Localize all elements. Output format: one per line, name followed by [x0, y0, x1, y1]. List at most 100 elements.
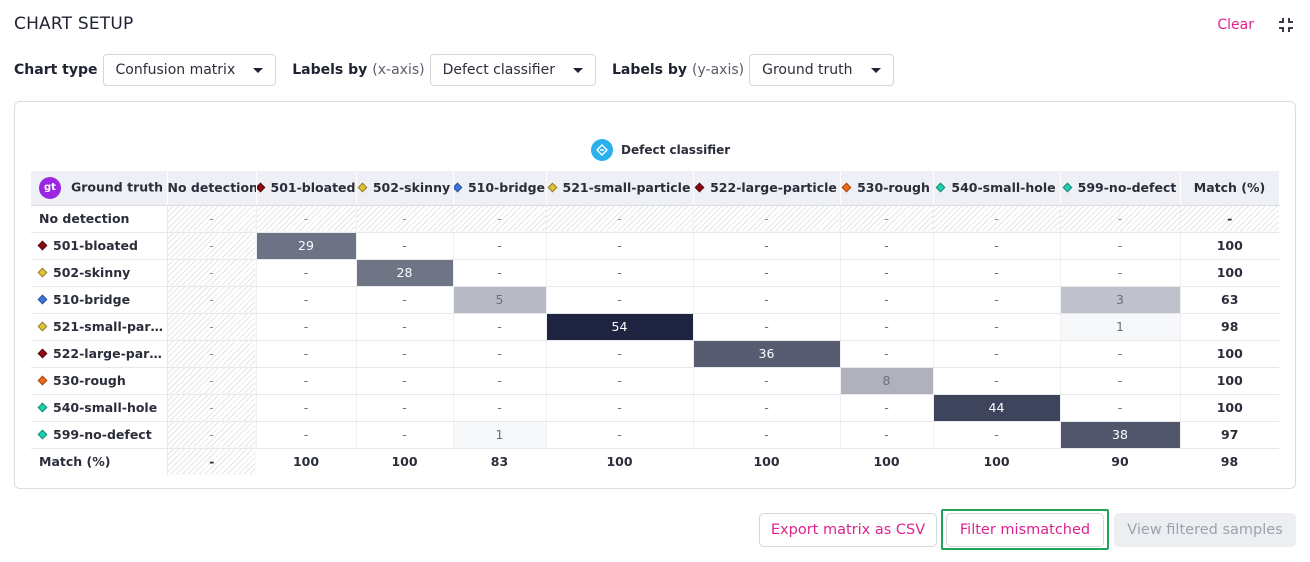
matrix-cell: -: [546, 286, 694, 314]
row-header[interactable]: 510-bridge: [31, 286, 168, 314]
matrix-cell: -: [256, 205, 357, 233]
matrix-cell: -: [256, 286, 357, 314]
matrix-row: 540-small-hole - - - - - - -44-100: [31, 394, 1279, 422]
column-header[interactable]: 530-rough: [840, 171, 934, 206]
view-filtered-samples-button[interactable]: View filtered samples: [1114, 513, 1296, 547]
column-header[interactable]: 521-small-particle: [546, 171, 694, 206]
matrix-cell: -: [356, 367, 454, 395]
x-axis-label: Labels by: [292, 62, 368, 78]
y-axis-value: Ground truth: [762, 62, 853, 78]
overall-match-percent: 98: [1220, 454, 1239, 470]
matrix-cell: -: [167, 394, 257, 422]
column-header[interactable]: 501-bloated: [256, 171, 357, 206]
matrix-cell: -: [840, 286, 934, 314]
matrix-cell[interactable]: 1: [1060, 313, 1181, 341]
matrix-cell[interactable]: 29: [256, 232, 357, 260]
column-match-percent: 100: [606, 454, 633, 470]
classifier-icon: [591, 139, 613, 161]
matrix-cell: -: [1060, 232, 1181, 260]
x-axis-value: Defect classifier: [442, 62, 555, 78]
matrix-cell: -: [933, 340, 1061, 368]
column-header[interactable]: 599-no-defect: [1060, 171, 1181, 206]
row-header[interactable]: 530-rough: [31, 367, 168, 395]
matrix-cell: -: [546, 205, 694, 233]
matrix-cell[interactable]: 38: [1060, 421, 1181, 449]
label-color-icon: [37, 375, 48, 386]
column-match-percent: 100: [873, 454, 900, 470]
row-header[interactable]: 501-bloated: [31, 232, 168, 260]
matrix-cell[interactable]: 28: [356, 259, 454, 287]
column-header[interactable]: No detection: [167, 171, 257, 206]
matrix-cell[interactable]: 1: [453, 421, 547, 449]
matrix-cell: -: [453, 232, 547, 260]
matrix-cell: -: [840, 205, 934, 233]
chart-setup-header: CHART SETUP Clear: [14, 14, 1296, 40]
matrix-row: 502-skinny - -28- - - - - -100: [31, 259, 1279, 287]
column-header[interactable]: 522-large-particle: [693, 171, 841, 206]
matrix-cell: -: [356, 394, 454, 422]
chart-type-select[interactable]: Confusion matrix: [102, 54, 277, 86]
column-header[interactable]: 540-small-hole: [933, 171, 1061, 206]
matrix-cell: -: [356, 205, 454, 233]
matrix-cell: -: [167, 340, 257, 368]
matrix-cell: -: [453, 205, 547, 233]
y-axis-header: gt Ground truth: [31, 171, 168, 206]
row-header[interactable]: 522-large-part...: [31, 340, 168, 368]
row-header-label: 502-skinny: [53, 265, 131, 280]
label-color-icon: [256, 182, 265, 193]
export-csv-button[interactable]: Export matrix as CSV: [759, 513, 937, 547]
row-match-percent: 100: [1180, 232, 1279, 260]
label-color-icon: [37, 294, 48, 305]
matrix-cell[interactable]: 8: [840, 367, 934, 395]
focus-outline: [941, 509, 1109, 550]
row-match-percent: 100: [1180, 259, 1279, 287]
matrix-cell: -: [693, 421, 841, 449]
matrix-cell[interactable]: 3: [1060, 286, 1181, 314]
column-header[interactable]: 502-skinny: [356, 171, 454, 206]
row-header[interactable]: 521-small-part...: [31, 313, 168, 341]
caret-down-icon: [870, 67, 881, 73]
row-header[interactable]: 540-small-hole: [31, 394, 168, 422]
matrix-cell: -: [693, 394, 841, 422]
column-match-percent: 90: [1111, 454, 1129, 470]
x-axis-select[interactable]: Defect classifier: [429, 54, 596, 86]
ground-truth-badge: gt: [39, 176, 61, 199]
matrix-cell[interactable]: 36: [693, 340, 841, 368]
matrix-cell: -: [693, 205, 841, 233]
row-header[interactable]: No detection: [31, 205, 168, 233]
matrix-cell: -: [933, 205, 1061, 233]
matrix-row: 521-small-part... - - - -54- - -1 98: [31, 313, 1279, 341]
y-axis-select[interactable]: Ground truth: [749, 54, 894, 86]
matrix-cell: -: [256, 259, 357, 287]
row-header-label: 540-small-hole: [53, 400, 158, 415]
matrix-cell: -: [167, 313, 257, 341]
column-header-label: 521-small-particle: [562, 180, 691, 196]
column-header-label: 540-small-hole: [951, 180, 1056, 196]
collapse-icon[interactable]: [1278, 17, 1294, 33]
matrix-row: 530-rough - - - - - -8- -100: [31, 367, 1279, 395]
matrix-cell: -: [546, 340, 694, 368]
y-axis-label: Labels by: [612, 62, 688, 78]
matrix-cell[interactable]: 5: [453, 286, 547, 314]
filter-mismatched-button[interactable]: Filter mismatched: [946, 513, 1104, 547]
matrix-cell[interactable]: 44: [933, 394, 1061, 422]
column-header[interactable]: 510-bridge: [453, 171, 547, 206]
row-header[interactable]: 502-skinny: [31, 259, 168, 287]
matrix-cell: -: [1060, 340, 1181, 368]
row-match-percent: -: [1180, 205, 1279, 233]
row-match-percent: 100: [1180, 340, 1279, 368]
row-header[interactable]: 599-no-defect: [31, 421, 168, 449]
matrix-cell: -: [546, 259, 694, 287]
x-axis-title-text: Defect classifier: [621, 143, 731, 157]
matrix-cell: -: [840, 394, 934, 422]
matrix-cell[interactable]: 54: [546, 313, 694, 341]
clear-button[interactable]: Clear: [1217, 17, 1254, 33]
page-title: CHART SETUP: [14, 14, 134, 34]
matrix-cell: -: [453, 394, 547, 422]
matrix-cell: -: [1060, 394, 1181, 422]
matrix-cell: -: [840, 421, 934, 449]
matrix-cell: -: [167, 205, 257, 233]
matrix-cell: -: [840, 232, 934, 260]
matrix-row: 510-bridge - - -5- - - -3 63: [31, 286, 1279, 314]
matrix-cell: -: [693, 259, 841, 287]
